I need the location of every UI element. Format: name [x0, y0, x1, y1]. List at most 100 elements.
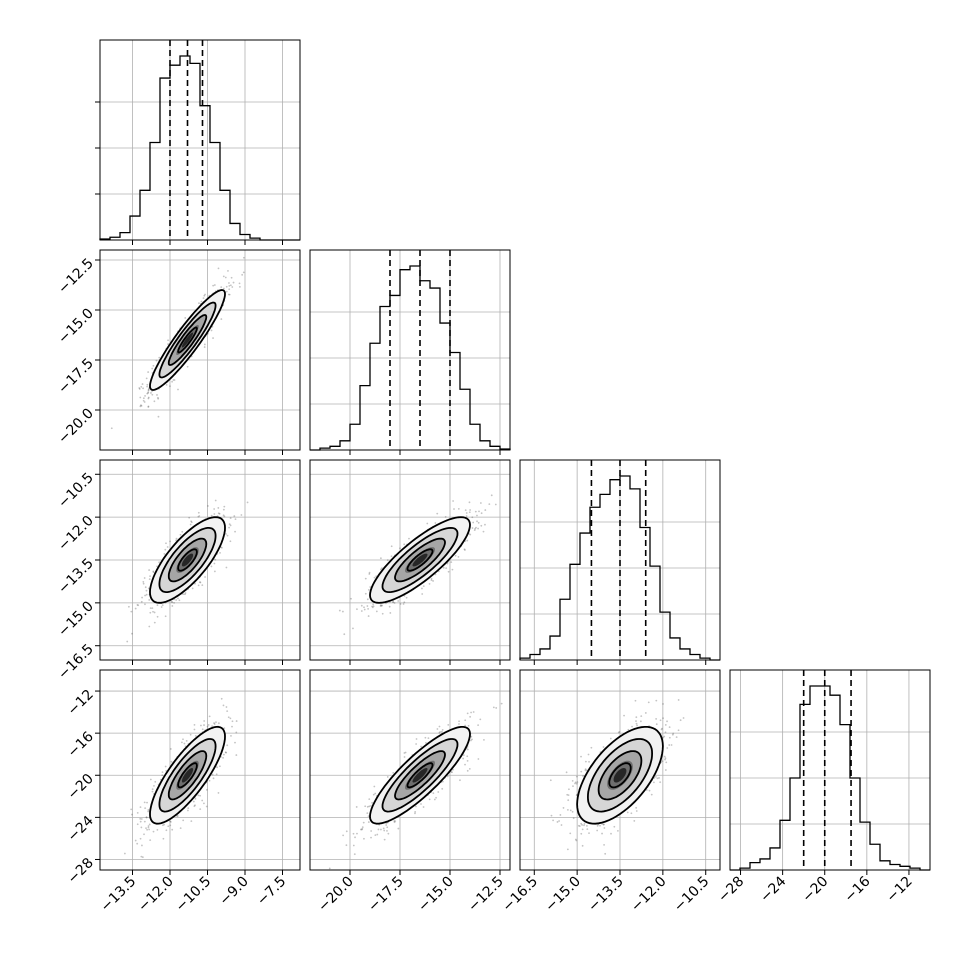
sample-point [140, 818, 143, 820]
sample-point [581, 844, 584, 847]
sample-point [476, 514, 478, 517]
sample-point [167, 825, 170, 828]
sample-point [147, 406, 150, 408]
sample-point [483, 738, 485, 741]
panel-frame [309, 669, 511, 871]
sample-point [194, 735, 197, 737]
sample-point [234, 518, 237, 521]
sample-point [495, 707, 498, 709]
sample-point [228, 288, 231, 291]
sample-point [374, 834, 377, 837]
sample-point [147, 389, 150, 392]
contour-3 [369, 516, 471, 604]
sample-point [635, 722, 638, 725]
sample-point [211, 773, 214, 776]
sample-point [364, 805, 367, 808]
panel-frame [729, 669, 931, 871]
sample-point [363, 606, 365, 609]
sample-point [131, 632, 133, 635]
sample-point [373, 576, 376, 579]
sample-point [134, 839, 137, 842]
sample-point [463, 548, 466, 551]
sample-point [586, 824, 588, 827]
sample-point [147, 587, 150, 590]
sample-point [176, 815, 179, 817]
sample-point [360, 828, 363, 831]
sample-point [441, 787, 444, 790]
sample-point [601, 832, 603, 835]
sample-point [380, 567, 383, 570]
sample-point [222, 756, 224, 759]
scatter-panel-2-0 [95, 459, 301, 665]
sample-point [368, 798, 371, 801]
sample-point [205, 805, 208, 808]
sample-point [386, 776, 389, 778]
sample-point [225, 285, 228, 288]
sample-point [141, 596, 143, 599]
sample-point [374, 792, 377, 795]
sample-point [212, 777, 215, 780]
sample-point [477, 527, 479, 530]
sample-point [465, 515, 468, 517]
sample-point [147, 392, 149, 394]
sample-point [582, 775, 585, 777]
panel-content [110, 256, 245, 430]
sample-point [226, 710, 229, 713]
sample-point [160, 606, 163, 608]
sample-point [659, 781, 662, 784]
sample-point [426, 522, 429, 525]
sample-point [371, 605, 373, 608]
sample-point [437, 791, 440, 793]
sample-point [363, 608, 366, 611]
sample-point [369, 586, 372, 588]
sample-point [203, 346, 206, 348]
sample-point [170, 600, 173, 603]
sample-point [469, 509, 472, 511]
sample-point [442, 566, 445, 569]
sample-point [228, 523, 231, 525]
sample-point [364, 577, 367, 580]
sample-point [219, 551, 221, 554]
sample-point [202, 297, 205, 300]
sample-point [148, 578, 151, 581]
sample-point [220, 546, 223, 549]
sample-point [240, 514, 243, 516]
sample-point [130, 610, 133, 613]
sample-point [147, 397, 150, 400]
sample-point [143, 577, 146, 579]
sample-point [169, 385, 171, 388]
sample-point [354, 836, 356, 839]
sample-point [215, 721, 217, 724]
panel-frame [309, 249, 511, 451]
histogram-0 [99, 55, 300, 241]
sample-point [664, 731, 667, 734]
sample-point [193, 805, 196, 808]
sample-point [194, 582, 196, 585]
sample-point [484, 523, 486, 526]
sample-point [435, 796, 437, 799]
sample-point [140, 404, 142, 407]
sample-point [664, 724, 667, 726]
sample-point [474, 510, 477, 513]
panel-frame [99, 249, 301, 451]
sample-point [152, 610, 154, 613]
contour-1 [394, 750, 446, 801]
sample-point [380, 604, 383, 607]
sample-point [479, 718, 482, 721]
sample-point [478, 510, 480, 513]
sample-point [199, 794, 202, 797]
sample-point [424, 736, 427, 739]
sample-point [576, 781, 579, 783]
sample-point [427, 737, 430, 740]
contour-3 [149, 516, 226, 604]
sample-point [156, 615, 159, 618]
sample-point [213, 508, 216, 510]
sample-point [355, 806, 358, 808]
sample-point [211, 725, 213, 728]
sample-point [229, 517, 232, 520]
sample-point [387, 832, 390, 835]
sample-point [562, 807, 565, 809]
sample-point [187, 809, 189, 812]
sample-point [422, 585, 425, 588]
sample-point [147, 391, 150, 394]
